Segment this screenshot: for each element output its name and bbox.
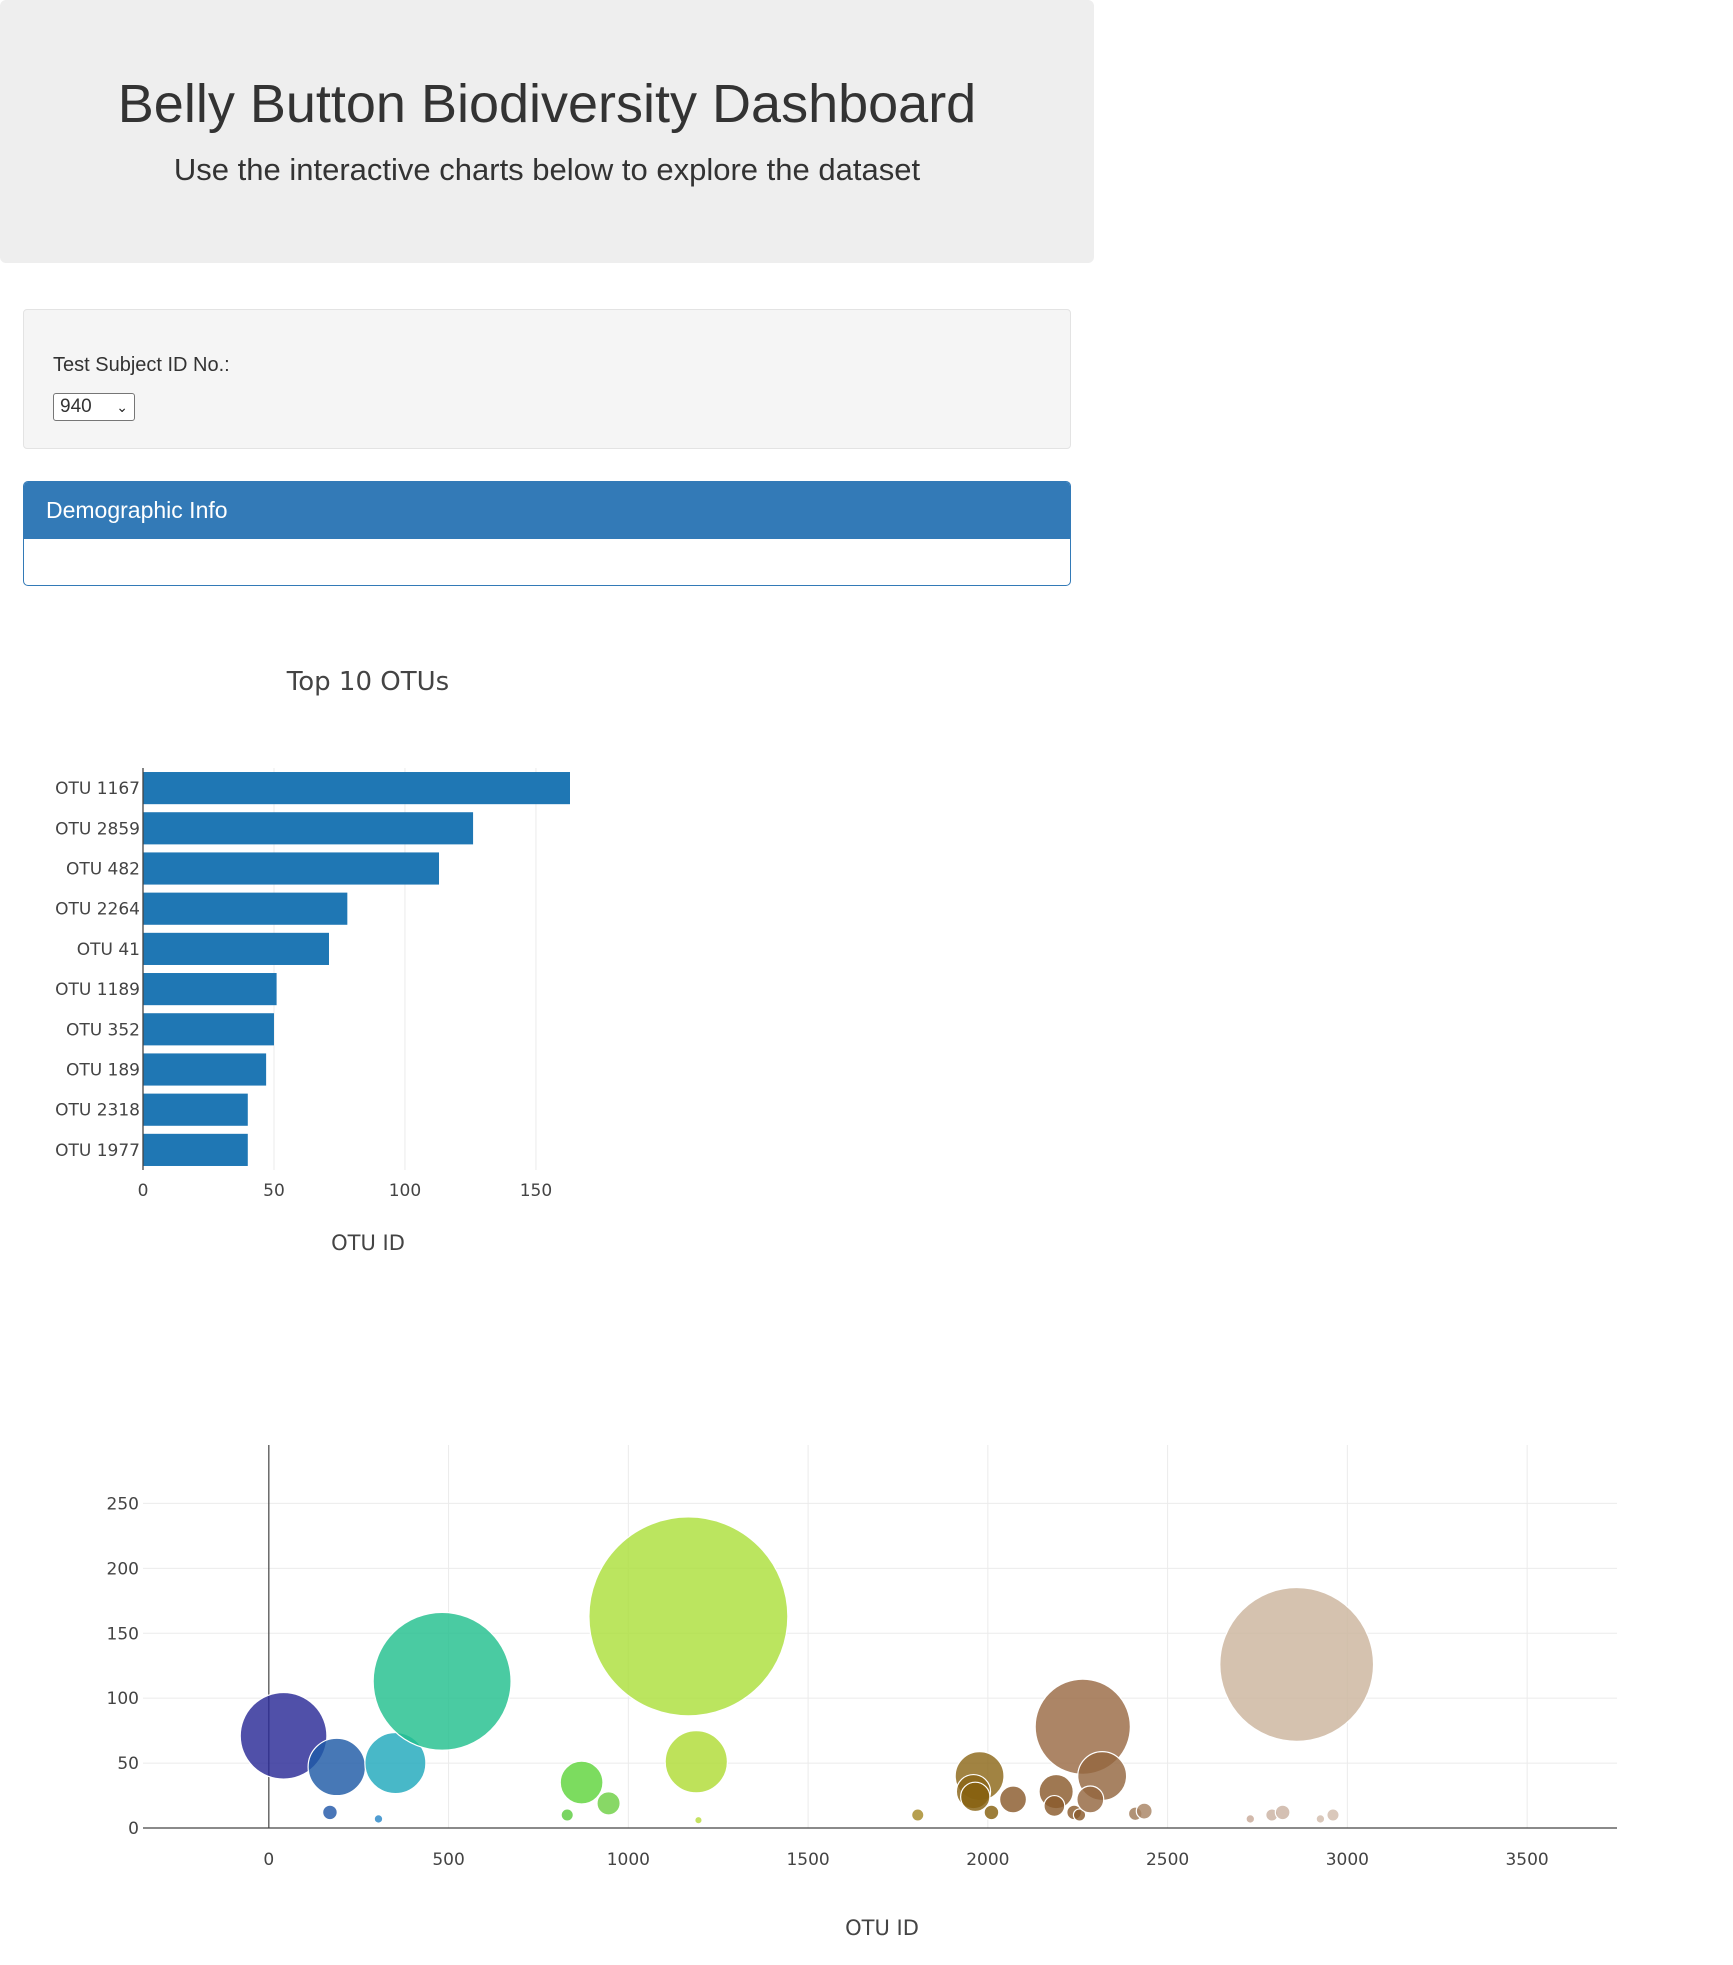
bar[interactable]	[143, 892, 348, 925]
bubble-point[interactable]	[559, 1760, 604, 1805]
bar-y-tick-label: OTU 482	[66, 860, 140, 880]
bar-x-tick-label: 50	[263, 1181, 285, 1201]
bubble-point[interactable]	[1326, 1808, 1340, 1822]
bubble-y-tick-label: 250	[107, 1494, 139, 1514]
bar[interactable]	[143, 1133, 248, 1166]
bar-y-tick-label: OTU 2859	[55, 819, 140, 839]
bar-y-tick-label: OTU 352	[66, 1020, 140, 1040]
bubble-point[interactable]	[322, 1804, 338, 1821]
bubble-point[interactable]	[664, 1730, 729, 1794]
bubble-y-tick-label: 150	[107, 1624, 139, 1644]
bar[interactable]	[143, 973, 277, 1006]
bubble-point[interactable]	[1135, 1802, 1153, 1820]
bar[interactable]	[143, 772, 570, 805]
bubble-x-tick-label: 2000	[966, 1850, 1009, 1870]
bubble-x-tick-label: 2500	[1146, 1850, 1189, 1870]
bubble-point[interactable]	[694, 1815, 703, 1825]
bubble-point[interactable]	[1245, 1814, 1256, 1824]
bubble-point[interactable]	[1043, 1794, 1066, 1817]
bubble-point[interactable]	[1274, 1804, 1291, 1821]
bar-y-tick-label: OTU 2264	[55, 900, 140, 920]
bar-y-tick-label: OTU 1167	[55, 779, 140, 799]
bubble-point[interactable]	[307, 1737, 367, 1797]
bubble-point[interactable]	[960, 1781, 991, 1813]
demographic-panel: Demographic Info	[23, 481, 1071, 586]
bar[interactable]	[143, 852, 440, 885]
bubble-point[interactable]	[911, 1808, 925, 1822]
bubble-point[interactable]	[588, 1516, 789, 1717]
bubble-point[interactable]	[372, 1611, 512, 1751]
bubble-point[interactable]	[373, 1814, 384, 1824]
page-subtitle: Use the interactive charts below to expl…	[173, 152, 921, 187]
bar-y-tick-label: OTU 41	[77, 940, 140, 960]
chevron-down-icon: ⌄	[116, 399, 128, 415]
bar-chart-x-axis-label: OTU ID	[331, 1231, 405, 1255]
bar-x-tick-label: 100	[389, 1181, 421, 1201]
bubble-x-tick-label: 1000	[607, 1850, 650, 1870]
bar[interactable]	[143, 1013, 274, 1046]
demographic-panel-title: Demographic Info	[24, 482, 1070, 539]
bar-chart: OTU 1167 OTU 2859 OTU 482 OTU 2264 OTU 41 OTU…	[55, 667, 570, 1255]
bar-y-tick-label: OTU 1977	[55, 1141, 140, 1161]
bubble-point[interactable]	[239, 1691, 328, 1780]
bubble-point[interactable]	[1072, 1808, 1087, 1822]
bar-y-tick-label: OTU 1189	[55, 980, 140, 1000]
bar-y-tick-label: OTU 2318	[55, 1101, 140, 1121]
subject-id-selected-value: 940	[60, 396, 92, 417]
bubble-chart-x-axis-label: OTU ID	[845, 1916, 919, 1940]
bubble-y-tick-label: 100	[107, 1689, 139, 1709]
bubble-y-tick-label: 0	[128, 1819, 139, 1839]
header-jumbotron: Belly Button Biodiversity Dashboard Use …	[0, 0, 1094, 263]
bubble-point[interactable]	[1076, 1785, 1105, 1814]
bubble-y-tick-label: 50	[117, 1754, 139, 1774]
bubble-point[interactable]	[983, 1804, 1000, 1821]
bubble-x-tick-label: 0	[263, 1850, 274, 1870]
bubble-chart: 0 50 100 150 200 250 0 500 1000 1500 2000 2500 3000…	[107, 1445, 1617, 1940]
bar[interactable]	[143, 812, 474, 845]
bubble-point[interactable]	[1315, 1814, 1326, 1824]
bubble-x-tick-label: 3000	[1326, 1850, 1369, 1870]
bar[interactable]	[143, 1093, 248, 1126]
bar-y-tick-label: OTU 189	[66, 1061, 140, 1081]
bubble-x-tick-label: 1500	[786, 1850, 829, 1870]
bubble-point[interactable]	[596, 1791, 621, 1816]
selector-well: Test Subject ID No.: 940 ⌄	[23, 309, 1071, 449]
bar-x-tick-label: 0	[138, 1181, 149, 1201]
bubble-x-tick-label: 500	[432, 1850, 464, 1870]
bar-chart-title: Top 10 OTUs	[286, 667, 449, 697]
bubble-x-tick-label: 3500	[1505, 1850, 1548, 1870]
bubble-point[interactable]	[560, 1808, 574, 1822]
bubble-y-tick-label: 200	[107, 1559, 139, 1579]
bubble-point[interactable]	[998, 1785, 1028, 1814]
bar-x-tick-label: 150	[520, 1181, 552, 1201]
bar[interactable]	[143, 1053, 267, 1086]
page-title: Belly Button Biodiversity Dashboard	[117, 74, 977, 134]
bubble-point[interactable]	[1219, 1586, 1375, 1742]
subject-id-label: Test Subject ID No.:	[53, 354, 230, 376]
subject-id-select[interactable]: 940 ⌄	[53, 393, 135, 421]
bar[interactable]	[143, 932, 329, 965]
